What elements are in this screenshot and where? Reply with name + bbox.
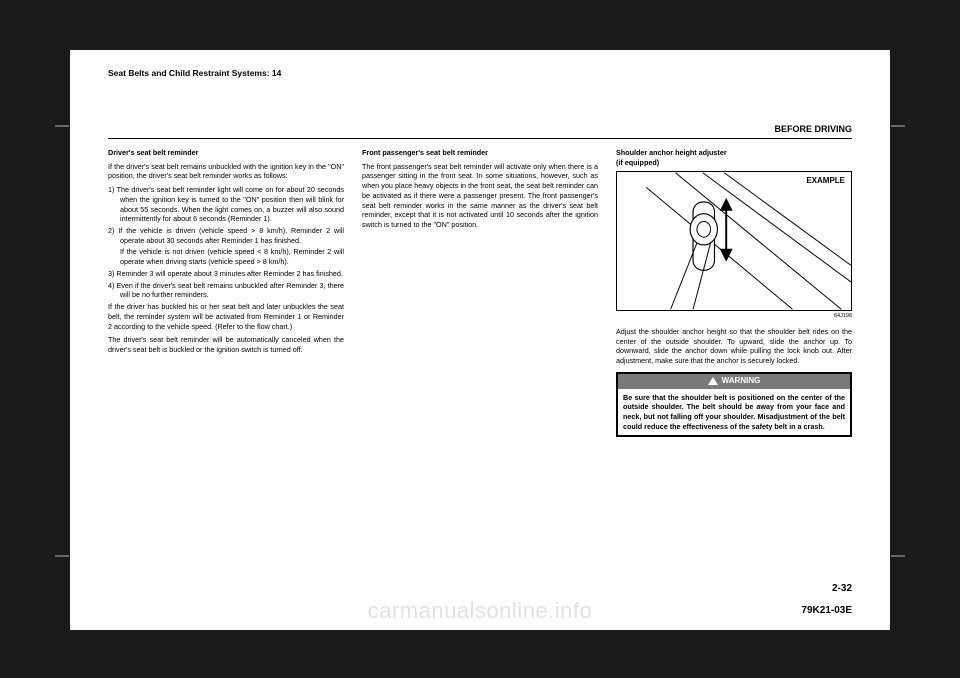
warning-body: Be sure that the shoulder belt is positi… [618, 389, 850, 436]
list-item: 2) If the vehicle is driven (vehicle spe… [108, 226, 344, 245]
col3-p1: Adjust the shoulder anchor height so tha… [616, 327, 852, 366]
page-number: 2-32 [832, 583, 852, 594]
list-item-sub: If the vehicle is not driven (vehicle sp… [108, 247, 344, 266]
crop-mark [55, 125, 69, 127]
crop-mark [891, 125, 905, 127]
col1-heading: Driver's seat belt reminder [108, 148, 344, 158]
body-columns: Driver's seat belt reminder If the drive… [108, 148, 852, 570]
col2-p1: The front passenger's seat belt reminder… [362, 162, 598, 230]
col1-p3: The driver's seat belt reminder will be … [108, 335, 344, 354]
shoulder-anchor-diagram: EXAMPLE [616, 171, 852, 311]
diagram-svg [617, 172, 851, 310]
warning-header: WARNING [618, 374, 850, 389]
list-item: 3) Reminder 3 will operate about 3 minut… [108, 269, 344, 279]
column-3: Shoulder anchor height adjuster (if equi… [616, 148, 852, 570]
col1-p1: If the driver's seat belt remains unbuck… [108, 162, 344, 181]
col3-heading: Shoulder anchor height adjuster [616, 148, 852, 158]
warning-title: WARNING [722, 376, 761, 387]
crop-mark [891, 555, 905, 557]
figure-number: 64J198 [616, 313, 852, 320]
example-label: EXAMPLE [806, 176, 845, 187]
list-item: 1) The driver's seat belt reminder light… [108, 185, 344, 224]
col2-heading: Front passenger's seat belt reminder [362, 148, 598, 158]
column-2: Front passenger's seat belt reminder The… [362, 148, 598, 570]
manual-page: Seat Belts and Child Restraint Systems: … [70, 50, 890, 630]
doc-code: 79K21-03E [801, 605, 852, 616]
top-header: Seat Belts and Child Restraint Systems: … [108, 68, 281, 78]
list-item: 4) Even if the driver's seat belt remain… [108, 281, 344, 300]
col1-list: 1) The driver's seat belt reminder light… [108, 185, 344, 300]
header-rule [108, 138, 852, 139]
warning-box: WARNING Be sure that the shoulder belt i… [616, 372, 852, 438]
warning-triangle-icon [708, 377, 718, 385]
col1-p2: If the driver has buckled his or her sea… [108, 302, 344, 331]
crop-mark [55, 555, 69, 557]
col3-heading-sub: (if equipped) [616, 158, 852, 168]
watermark: carmanualsonline.info [70, 598, 890, 624]
column-1: Driver's seat belt reminder If the drive… [108, 148, 344, 570]
section-title: BEFORE DRIVING [774, 124, 852, 134]
